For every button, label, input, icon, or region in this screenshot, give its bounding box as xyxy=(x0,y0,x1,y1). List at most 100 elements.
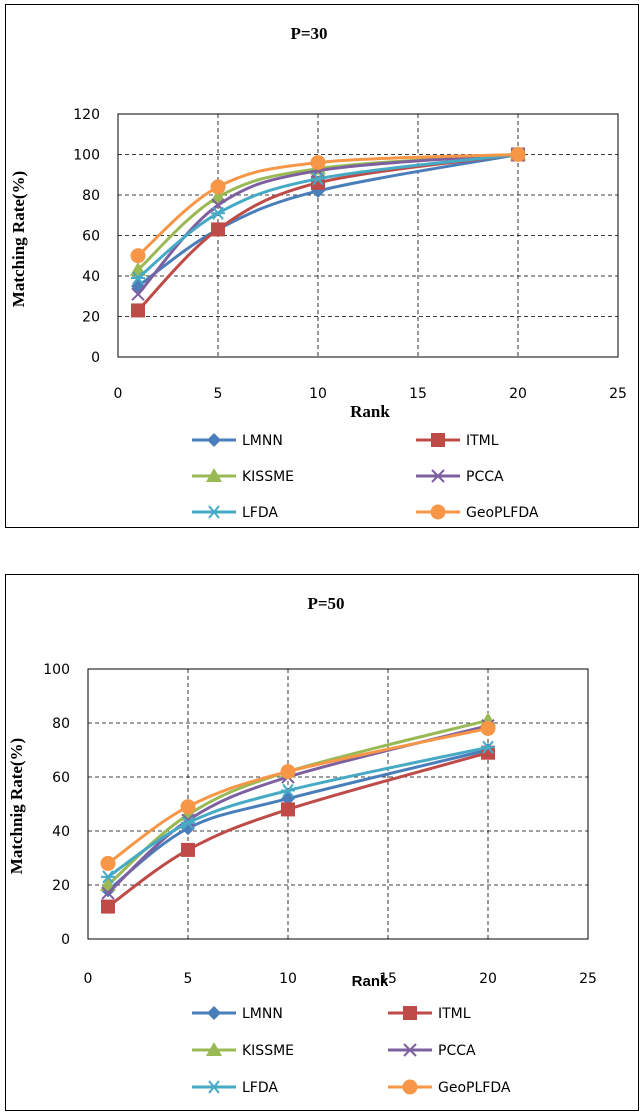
chart-panel-p50: P=50 0 20 40 60 80 100 0 5 10 15 20 25 Rank Matchnig R… xyxy=(5,574,639,1111)
p50-ytick-label: 20 xyxy=(52,878,70,894)
p30-legend-marker xyxy=(207,505,221,519)
p50-point-lmnn xyxy=(181,821,195,836)
p30-series-pcca xyxy=(131,147,525,301)
p50-xtick-label: 10 xyxy=(279,971,297,987)
p30-point-geoplfda xyxy=(510,147,526,162)
p50-xtick-label: 5 xyxy=(184,971,193,987)
p30-legend-marker xyxy=(431,469,445,483)
p30-legend-item-itml: ITML xyxy=(416,433,499,449)
p30-plot-area xyxy=(117,113,619,358)
p50-xtick-label: 0 xyxy=(84,971,93,987)
p30-legend-label: GeoPLFDA xyxy=(466,505,539,521)
chart-svg-p50: P=50 0 20 40 60 80 100 0 5 10 15 20 25 Rank Matchnig R… xyxy=(7,594,597,1096)
p50-y-axis-label: Matchnig Rate(%) xyxy=(7,738,26,874)
p50-xtick-label: 20 xyxy=(479,971,497,987)
p50-point-lfda xyxy=(101,870,115,884)
chart-svg-p30: P=30 0 20 40 60 80 100 120 0 5 10 15 20 25 Rank Matchin… xyxy=(9,24,627,521)
p50-legend-label: LFDA xyxy=(242,1080,278,1096)
p30-legend-label: KISSME xyxy=(242,469,294,485)
p30-legend-label: LFDA xyxy=(242,505,278,521)
p50-legend-marker xyxy=(403,1006,417,1020)
p50-point-geoplfda xyxy=(100,855,116,871)
p30-legend-item-lfda: LFDA xyxy=(192,505,278,521)
p50-series-line-pcca xyxy=(106,724,489,895)
p50-ytick-label: 60 xyxy=(52,770,70,786)
p50-ytick-label: 0 xyxy=(61,932,70,948)
p50-series-line-itml xyxy=(107,751,489,908)
p50-point-geoplfda xyxy=(480,720,496,736)
p30-xtick-label: 25 xyxy=(609,386,627,402)
p30-point-pcca xyxy=(131,287,145,301)
p30-series-line-lfda xyxy=(137,153,519,280)
p50-series-line-lmnn xyxy=(107,748,489,892)
p30-legend-label: ITML xyxy=(466,433,499,449)
p30-point-kissme xyxy=(210,189,226,204)
p30-point-lfda xyxy=(131,271,145,285)
p50-series-line-kissme xyxy=(107,718,489,887)
p30-ytick-label: 0 xyxy=(91,350,100,366)
p50-point-lfda xyxy=(181,816,195,830)
p30-legend-label: PCCA xyxy=(466,469,504,485)
p30-point-geoplfda xyxy=(310,155,326,171)
p50-plot-area xyxy=(87,668,589,940)
p50-legend-item-lfda: LFDA xyxy=(192,1080,278,1096)
p30-legend-marker xyxy=(430,504,446,520)
p50-point-lfda xyxy=(481,740,495,754)
p50-point-itml xyxy=(281,802,295,817)
p30-xtick-label: 0 xyxy=(114,386,123,402)
p50-legend-item-lmnn: LMNN xyxy=(192,1006,283,1022)
p30-series-line-lmnn xyxy=(137,153,519,288)
p50-legend-marker xyxy=(402,1079,418,1095)
chart-panel-p30: P=30 0 20 40 60 80 100 120 0 5 10 15 20 25 Rank Matchin… xyxy=(5,4,639,528)
p30-ytick-label: 120 xyxy=(73,107,100,123)
p30-point-itml xyxy=(131,303,145,318)
p50-legend-label: LMNN xyxy=(242,1006,283,1022)
p30-legend-marker xyxy=(431,433,445,447)
p50-ytick-label: 80 xyxy=(52,716,70,732)
p30-ytick-label: 20 xyxy=(82,310,100,326)
p30-series-line-pcca xyxy=(136,153,519,296)
p50-legend-marker xyxy=(403,1043,417,1057)
p30-legend-item-kissme: KISSME xyxy=(192,468,294,485)
p50-point-itml xyxy=(181,842,195,857)
p30-ytick-label: 40 xyxy=(82,269,100,285)
p50-legend-label: PCCA xyxy=(438,1043,476,1059)
p50-xtick-label: 25 xyxy=(579,971,597,987)
p50-legend-item-geoplfda: GeoPLFDA xyxy=(388,1079,511,1096)
p30-ytick-label: 100 xyxy=(73,148,100,164)
p30-point-lfda xyxy=(211,206,225,220)
p50-series-line-geoplfda xyxy=(107,726,489,865)
p50-chart-title: P=50 xyxy=(307,594,344,613)
p50-point-geoplfda xyxy=(180,799,196,815)
p50-legend-label: ITML xyxy=(438,1006,471,1022)
p30-legend-item-pcca: PCCA xyxy=(416,469,504,485)
p30-y-axis-label: Matching Rate(%) xyxy=(9,171,28,307)
p50-series-pcca xyxy=(101,718,495,900)
p30-point-itml xyxy=(211,222,225,237)
p50-legend-item-kissme: KISSME xyxy=(192,1042,294,1059)
p30-xtick-label: 5 xyxy=(214,386,223,402)
p50-xtick-label: 15 xyxy=(379,971,397,987)
p50-legend-label: GeoPLFDA xyxy=(438,1080,511,1096)
p30-xtick-label: 20 xyxy=(509,386,527,402)
p30-point-geoplfda xyxy=(210,179,226,195)
p50-series-line-lfda xyxy=(107,745,489,879)
p50-point-lmnn xyxy=(281,791,295,806)
p30-ytick-label: 80 xyxy=(82,188,100,204)
p50-legend-item-itml: ITML xyxy=(388,1006,471,1022)
p30-legend-marker xyxy=(207,433,221,447)
p30-legend-item-lmnn: LMNN xyxy=(192,433,283,449)
p30-ytick-label: 60 xyxy=(82,229,100,245)
p30-series-line-geoplfda xyxy=(137,153,519,257)
p50-legend-marker xyxy=(207,1006,221,1020)
p30-series-line-kissme xyxy=(136,153,519,272)
p50-series-itml xyxy=(101,745,495,914)
p30-series-geoplfda xyxy=(130,147,526,264)
p50-ytick-label: 40 xyxy=(52,824,70,840)
p30-legend-item-geoplfda: GeoPLFDA xyxy=(416,504,539,521)
p30-x-axis-label: Rank xyxy=(350,402,390,421)
p50-point-itml xyxy=(101,899,115,914)
p30-point-geoplfda xyxy=(130,248,146,264)
p50-x-axis-label: Rank xyxy=(352,973,389,990)
p30-chart-title: P=30 xyxy=(290,24,327,43)
